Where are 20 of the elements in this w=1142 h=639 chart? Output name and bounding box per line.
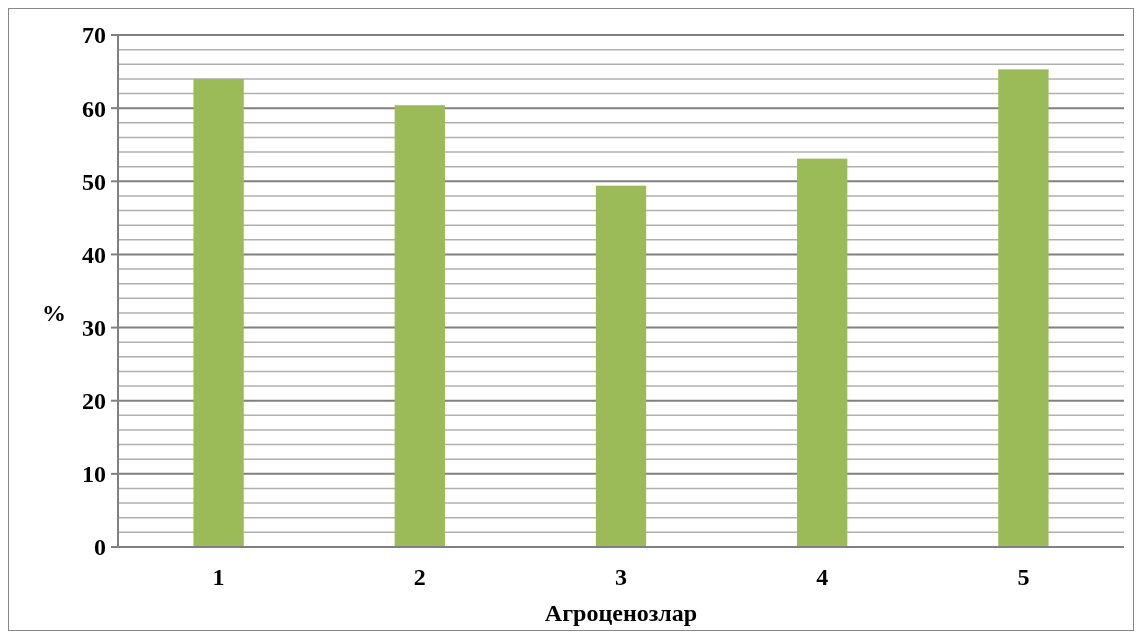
bar — [595, 185, 647, 547]
y-tick-label: 30 — [82, 314, 106, 341]
x-tick-label: 4 — [816, 564, 829, 590]
y-tick-label: 70 — [82, 22, 106, 49]
y-tick-label: 50 — [82, 168, 106, 195]
x-tick-label: 3 — [615, 564, 627, 590]
bar — [394, 105, 445, 547]
y-tick-label: 60 — [82, 95, 106, 122]
x-tick-label: 2 — [413, 564, 426, 590]
x-tick-label: 5 — [1017, 564, 1030, 590]
y-tick-label: 20 — [82, 388, 106, 415]
x-axis-title: Агроценозлар — [544, 600, 698, 626]
bar — [797, 158, 848, 547]
y-tick-label: 10 — [82, 461, 106, 488]
bar — [193, 78, 244, 547]
x-tick-label: 1 — [212, 564, 225, 590]
y-tick-label: 40 — [82, 241, 106, 268]
y-tick-label: 0 — [94, 534, 106, 561]
bar — [998, 69, 1049, 547]
y-axis-title: % — [42, 300, 66, 326]
